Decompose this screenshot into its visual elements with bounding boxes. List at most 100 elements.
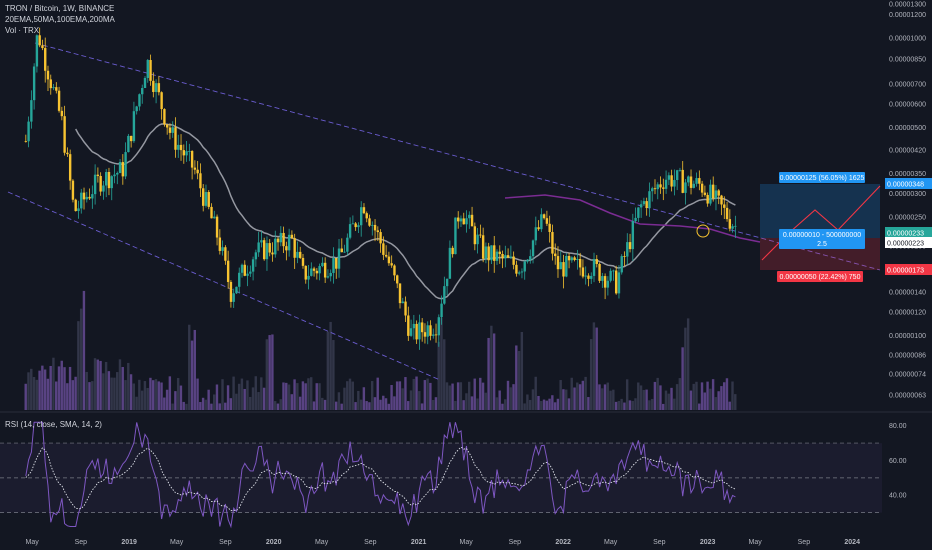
candle-body (706, 194, 709, 204)
volume-bar (692, 383, 695, 410)
time-tick-label: 2024 (844, 539, 860, 546)
volume-bar (240, 378, 244, 410)
candle-body (631, 221, 635, 250)
volume-bar (326, 331, 330, 410)
volume-bar (395, 381, 399, 410)
candle-body (468, 214, 471, 219)
candle-body (121, 162, 125, 177)
volume-bar (401, 388, 404, 410)
candle-body (409, 328, 413, 336)
candle-body (712, 184, 715, 199)
volume-bar (562, 389, 565, 410)
volume-bar (321, 397, 324, 410)
candle-body (163, 109, 166, 125)
volume-bar (66, 383, 69, 410)
candle-body (146, 60, 149, 78)
target-label: 0.00000125 (56.05%) 1625 (780, 175, 865, 182)
candle-body (323, 262, 327, 278)
volume-bar (218, 403, 221, 410)
candle-body (440, 303, 443, 318)
volume-bar (138, 379, 141, 410)
time-tick-label: Sep (798, 539, 811, 546)
volume-bar (675, 384, 679, 410)
candle-body (63, 116, 66, 153)
candle-body (99, 175, 102, 192)
candle-body (667, 175, 671, 180)
candle-body (318, 266, 321, 274)
symbol-legend[interactable]: TRON / Bitcoin, 1W, BINANCE (5, 4, 115, 13)
volume-bar (695, 381, 698, 410)
volume-bar (642, 390, 646, 410)
candle-body (91, 194, 94, 199)
volume-bar (581, 380, 585, 410)
price-tick-label: 0.00000850 (889, 56, 926, 63)
time-tick-label: May (604, 539, 618, 546)
volume-bar (301, 381, 305, 410)
volume-bar (52, 357, 55, 410)
volume-bar (171, 403, 174, 410)
candle-body (46, 70, 50, 80)
candle-body (481, 235, 485, 259)
candle-body (573, 257, 576, 260)
descending-channel[interactable] (7, 42, 881, 381)
volume-bar (689, 390, 693, 410)
volume-bar (149, 377, 152, 410)
time-tick-label: 2021 (411, 539, 427, 546)
candle-body (171, 127, 174, 133)
candle-body (531, 240, 535, 257)
channel-upper-line (34, 42, 881, 271)
volume-bar (426, 378, 429, 410)
candle-body (238, 272, 241, 287)
candle-body (512, 256, 515, 265)
candle-body (52, 87, 55, 89)
volume-bar (653, 381, 657, 410)
candle-body (213, 216, 216, 219)
candle-body (107, 172, 111, 189)
volume-bar (498, 390, 501, 410)
long-position-tool[interactable]: 0.00000125 (56.05%) 1625 0.00000010 - 500… (760, 172, 881, 282)
candle-body (459, 218, 463, 222)
candle-body (307, 275, 310, 280)
candle-body (179, 144, 183, 151)
volume-bar (576, 382, 579, 410)
candle-body (27, 121, 30, 142)
volume-legend[interactable]: Vol · TRX (5, 26, 40, 35)
candle-body (473, 226, 477, 245)
candle-body (648, 191, 651, 208)
candle-body (44, 48, 47, 71)
candle-body (262, 240, 266, 260)
volume-bar (709, 388, 712, 410)
volume-bar (351, 381, 354, 410)
candle-body (731, 226, 734, 229)
candle-body (265, 243, 269, 260)
candle-body (157, 83, 161, 93)
candle-body (149, 60, 152, 81)
candle-body (609, 270, 612, 281)
volume-bar (412, 378, 415, 410)
volume-bar (667, 393, 670, 410)
volume-bar (315, 383, 318, 410)
volume-bar (32, 377, 36, 410)
volume-bar (38, 370, 41, 410)
volume-bar (717, 391, 720, 410)
volume-bar (479, 377, 482, 410)
volume-bar (650, 398, 654, 410)
candle-body (684, 182, 687, 193)
volume-bar (656, 377, 659, 410)
candle-body (407, 315, 410, 336)
candle-body (376, 230, 380, 233)
volume-bar (634, 398, 637, 410)
ma-legend[interactable]: 20EMA,50MA,100EMA,200MA (5, 15, 115, 24)
volume-bar (578, 384, 582, 410)
candle-body (656, 184, 659, 190)
candle-body (221, 247, 224, 251)
volume-bar (598, 384, 601, 410)
candle-body (720, 195, 723, 205)
candle-body (77, 208, 80, 212)
rsi-legend[interactable]: RSI (14, close, SMA, 14, 2) (5, 420, 102, 429)
volume-bar (41, 365, 44, 410)
candle-body (620, 256, 623, 273)
volume-bar (606, 382, 609, 410)
volume-bar (107, 371, 111, 410)
